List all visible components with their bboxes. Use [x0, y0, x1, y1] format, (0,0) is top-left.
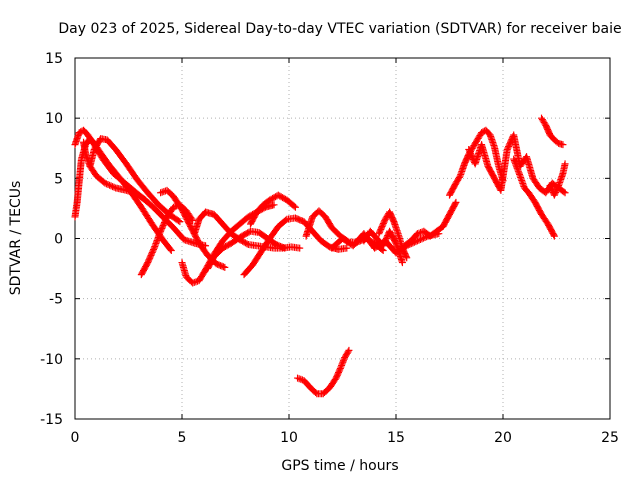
- data-point-marker: [550, 232, 558, 240]
- data-point-marker: [294, 374, 302, 382]
- data-point-marker: [343, 244, 351, 252]
- data-point-marker: [176, 218, 184, 226]
- series-track-k: [246, 191, 299, 228]
- x-tick-label: 15: [387, 430, 405, 446]
- data-point-marker: [109, 183, 117, 191]
- data-point-marker: [279, 244, 287, 252]
- data-point-marker: [338, 361, 346, 369]
- data-point-marker: [560, 188, 568, 196]
- data-point-marker: [101, 179, 109, 187]
- data-point-marker: [150, 246, 158, 254]
- data-point-marker: [337, 363, 345, 371]
- series-track-p: [401, 198, 460, 250]
- data-point-marker: [561, 160, 569, 168]
- data-point-marker: [243, 240, 251, 248]
- data-point-marker: [270, 201, 278, 209]
- data-point-marker: [166, 245, 174, 253]
- y-tick-label: 5: [54, 171, 63, 187]
- data-point-marker: [339, 358, 347, 366]
- data-point-marker: [219, 263, 227, 271]
- series-track-u: [546, 160, 569, 199]
- data-point-marker: [169, 203, 177, 211]
- data-point-marker: [158, 188, 166, 196]
- axis-ticks: [74, 57, 611, 420]
- data-point-marker: [550, 231, 558, 239]
- data-point-marker: [398, 259, 406, 267]
- data-point-marker: [452, 198, 460, 206]
- x-tick-label: 10: [280, 430, 298, 446]
- data-point-marker: [110, 183, 118, 191]
- chart-title: Day 023 of 2025, Sidereal Day-to-day VTE…: [58, 21, 621, 37]
- y-tick-label: -15: [40, 412, 63, 428]
- x-axis-label: GPS time / hours: [281, 458, 398, 474]
- data-point-marker: [561, 189, 569, 197]
- data-point-marker: [290, 202, 298, 210]
- data-point-marker: [104, 181, 112, 189]
- data-point-marker: [416, 236, 424, 244]
- data-point-marker: [189, 279, 197, 287]
- data-point-marker: [175, 217, 183, 225]
- y-tick-label: 15: [45, 51, 63, 67]
- data-point-marker: [190, 278, 198, 286]
- data-point-marker: [140, 195, 148, 203]
- series-track-t: [538, 114, 567, 149]
- data-point-marker: [413, 230, 421, 238]
- data-point-marker: [413, 237, 421, 245]
- data-point-marker: [339, 357, 347, 365]
- data-point-marker: [281, 244, 289, 252]
- series-track-r: [465, 131, 569, 197]
- data-point-marker: [345, 346, 353, 354]
- data-point-marker: [340, 355, 348, 363]
- x-tick-label: 20: [494, 430, 512, 446]
- x-tick-label: 0: [71, 430, 80, 446]
- data-point-marker: [402, 252, 410, 260]
- series-track-s: [510, 155, 558, 240]
- data-point-marker: [344, 348, 352, 356]
- data-point-marker: [142, 196, 150, 204]
- series-track-d: [80, 138, 150, 204]
- data-point-marker: [282, 216, 290, 224]
- data-point-marker: [157, 189, 165, 197]
- data-point-marker: [559, 141, 567, 149]
- x-tick-label: 25: [601, 430, 619, 446]
- data-point-marker: [336, 364, 344, 372]
- data-point-marker: [102, 180, 110, 188]
- data-point-marker: [295, 375, 303, 383]
- data-point-marker: [338, 360, 346, 368]
- data-point-marker: [296, 244, 304, 252]
- data-point-marker: [403, 254, 411, 262]
- data-point-marker: [415, 229, 423, 237]
- series-track-v: [294, 346, 353, 398]
- data-point-marker: [415, 236, 423, 244]
- data-points: [71, 114, 569, 398]
- data-point-marker: [420, 234, 428, 242]
- data-point-marker: [418, 235, 426, 243]
- y-tick-label: -10: [40, 352, 63, 368]
- data-point-marker: [167, 247, 175, 255]
- data-point-marker: [455, 173, 463, 181]
- y-tick-label: -5: [49, 292, 63, 308]
- data-point-marker: [192, 278, 200, 286]
- series-track-o: [375, 208, 411, 262]
- y-tick-labels: -15 -10 -5 0 5 10 15: [40, 51, 63, 428]
- data-point-marker: [107, 182, 115, 190]
- x-tick-labels: 0 5 10 15 20 25: [71, 430, 619, 446]
- y-tick-label: 10: [45, 111, 63, 127]
- x-tick-label: 5: [178, 430, 187, 446]
- data-point-marker: [297, 375, 305, 383]
- data-point-marker: [221, 263, 229, 271]
- data-point-marker: [451, 200, 459, 208]
- y-tick-label: 0: [54, 232, 63, 248]
- data-point-marker: [291, 203, 299, 211]
- y-axis-label: SDTVAR / TECUs: [8, 181, 24, 296]
- data-point-marker: [106, 181, 114, 189]
